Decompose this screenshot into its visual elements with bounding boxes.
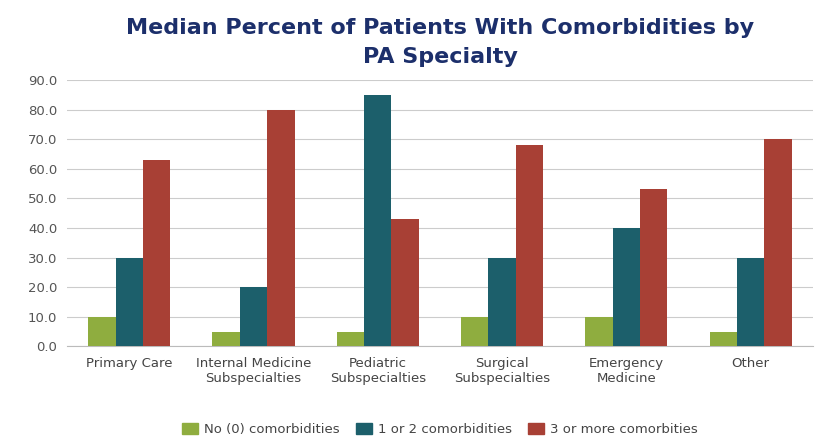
Bar (461, 317, 489, 346)
Bar (391, 219, 419, 346)
Bar (489, 258, 515, 346)
Bar (613, 228, 640, 346)
Bar (586, 317, 613, 346)
Bar (640, 190, 667, 346)
Bar (737, 258, 764, 346)
Bar (515, 145, 543, 346)
Legend: No (0) comorbidities, 1 or 2 comorbidities, 3 or more comorbities: No (0) comorbidities, 1 or 2 comorbiditi… (177, 417, 703, 441)
Bar (365, 95, 391, 346)
Bar (213, 332, 240, 346)
Bar (710, 332, 737, 346)
Bar (142, 160, 170, 346)
Bar (116, 258, 142, 346)
Bar (88, 317, 116, 346)
Bar (337, 332, 365, 346)
Bar (267, 110, 294, 346)
Bar (764, 139, 792, 346)
Title: Median Percent of Patients With Comorbidities by
PA Specialty: Median Percent of Patients With Comorbid… (126, 18, 754, 67)
Bar (240, 287, 267, 346)
